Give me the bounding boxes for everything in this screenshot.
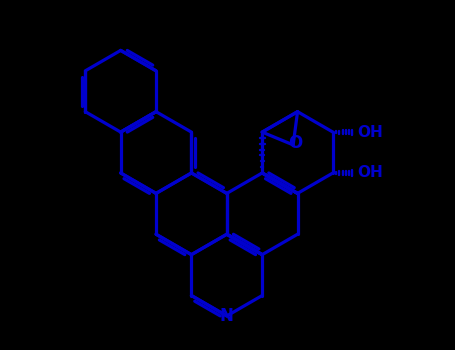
Text: OH: OH: [358, 166, 383, 181]
Text: N: N: [220, 307, 234, 325]
Text: OH: OH: [358, 125, 383, 140]
Text: O: O: [288, 134, 302, 152]
